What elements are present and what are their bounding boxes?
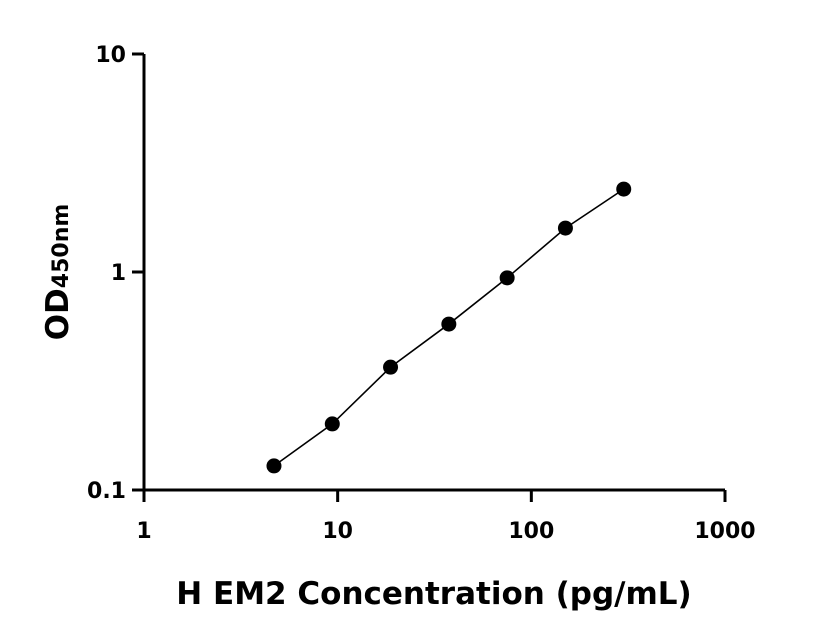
data-point: [499, 270, 515, 286]
x-tick-label: 1: [136, 519, 151, 544]
y-axis-label-sub: 450nm: [49, 204, 74, 289]
data-point: [266, 458, 282, 474]
y-axis-label: OD450nm: [40, 204, 76, 341]
y-tick-label: 1: [111, 261, 126, 286]
data-point: [324, 416, 340, 432]
data-point: [557, 220, 573, 236]
data-point: [616, 181, 632, 197]
y-tick-label: 10: [95, 43, 126, 68]
axes: 1 10 100 1000 0.1 1 10: [87, 43, 756, 544]
y-tick-label: 0.1: [87, 479, 126, 504]
x-tick-label: 100: [508, 519, 554, 544]
x-tick-label: 10: [322, 519, 353, 544]
data-marks: [266, 181, 632, 474]
data-point: [383, 359, 399, 375]
x-axis-label: H EM2 Concentration (pg/mL): [176, 576, 691, 612]
x-tick-label: 1000: [694, 519, 755, 544]
y-axis-label-main: OD: [40, 288, 76, 340]
data-point: [441, 316, 457, 332]
